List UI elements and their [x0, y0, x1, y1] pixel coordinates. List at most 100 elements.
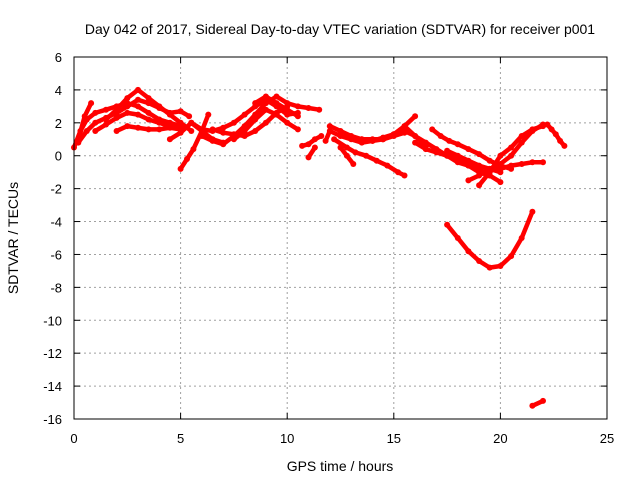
x-tick-label: 5	[177, 431, 184, 446]
data-point	[166, 136, 173, 143]
data-point	[465, 146, 472, 153]
series-track-14	[299, 133, 324, 149]
data-point	[262, 93, 269, 100]
data-point	[177, 165, 184, 172]
data-point	[299, 142, 306, 149]
data-point	[92, 119, 99, 126]
data-point	[188, 119, 195, 126]
x-tick-labels: 0 5 10 15 20 25	[70, 431, 614, 446]
data-point	[401, 172, 408, 179]
data-point	[241, 128, 248, 134]
data-point	[343, 152, 350, 159]
y-tick-label: 2	[55, 116, 62, 131]
data-point	[552, 131, 559, 138]
data-point	[135, 111, 141, 118]
data-point	[81, 113, 88, 120]
data-point	[103, 116, 109, 123]
data-point	[230, 119, 237, 126]
data-point	[156, 126, 163, 133]
data-point	[145, 116, 152, 123]
data-point	[352, 149, 359, 156]
data-point	[305, 141, 312, 148]
data-point	[177, 129, 184, 136]
data-point	[486, 167, 493, 174]
data-point	[508, 152, 515, 159]
data-point	[113, 106, 120, 113]
data-point	[241, 111, 248, 118]
data-point	[198, 126, 205, 133]
data-point	[518, 133, 525, 139]
data-point	[446, 137, 453, 144]
data-point	[145, 95, 152, 102]
data-point	[429, 126, 436, 133]
data-point	[145, 109, 152, 116]
data-point	[326, 123, 333, 130]
data-point	[454, 141, 461, 148]
data-point	[294, 126, 301, 133]
data-point	[422, 146, 429, 153]
data-point	[230, 136, 237, 143]
data-point	[156, 103, 163, 110]
data-point	[124, 95, 131, 102]
data-point	[156, 119, 163, 126]
data-point	[209, 137, 216, 144]
data-point	[476, 258, 483, 264]
data-series	[71, 86, 568, 409]
data-point	[412, 133, 419, 139]
data-point	[184, 156, 190, 162]
y-tick-label: -12	[43, 346, 62, 361]
x-tick-label: 0	[70, 431, 77, 446]
data-point	[273, 111, 280, 118]
data-point	[548, 126, 555, 133]
plot-frame	[73, 56, 608, 420]
data-point	[337, 133, 344, 139]
data-point	[433, 149, 440, 156]
data-point	[337, 128, 344, 134]
data-point	[311, 136, 318, 143]
axis-ticks	[73, 56, 608, 420]
data-point	[465, 177, 472, 184]
data-point	[401, 123, 408, 130]
data-point	[188, 128, 195, 134]
chart-title: Day 042 of 2017, Sidereal Day-to-day VTE…	[85, 21, 595, 37]
data-point	[337, 144, 344, 151]
data-point	[476, 162, 483, 169]
data-point	[508, 253, 515, 260]
data-point	[103, 121, 109, 128]
data-point	[166, 111, 173, 118]
data-point	[518, 161, 525, 167]
data-point	[252, 100, 259, 107]
data-point	[518, 139, 525, 146]
data-point	[262, 106, 269, 113]
data-point	[177, 119, 184, 126]
data-point	[540, 159, 546, 166]
data-point	[497, 179, 504, 186]
data-point	[348, 134, 355, 141]
data-point	[190, 146, 197, 153]
data-point	[135, 124, 141, 131]
data-point	[497, 152, 504, 159]
data-point	[92, 109, 99, 116]
data-point	[124, 123, 131, 130]
y-tick-label: -4	[50, 215, 62, 230]
data-point	[380, 136, 387, 143]
data-point	[529, 208, 536, 215]
x-tick-label: 20	[493, 431, 507, 446]
y-tick-label: -8	[50, 280, 62, 295]
y-tick-label: 4	[55, 83, 62, 98]
data-point	[311, 144, 318, 151]
data-point	[294, 103, 301, 110]
data-point	[113, 114, 120, 121]
data-point	[273, 100, 280, 107]
data-point	[166, 124, 173, 131]
y-tick-label: -2	[50, 182, 62, 197]
y-tick-label: -10	[43, 313, 62, 328]
data-point	[476, 172, 483, 179]
data-point	[205, 111, 212, 118]
data-point	[486, 157, 493, 164]
data-point	[422, 139, 429, 146]
data-point	[305, 105, 312, 111]
y-tick-label: -14	[43, 379, 62, 394]
data-point	[557, 137, 564, 144]
y-tick-label: 6	[55, 50, 62, 65]
